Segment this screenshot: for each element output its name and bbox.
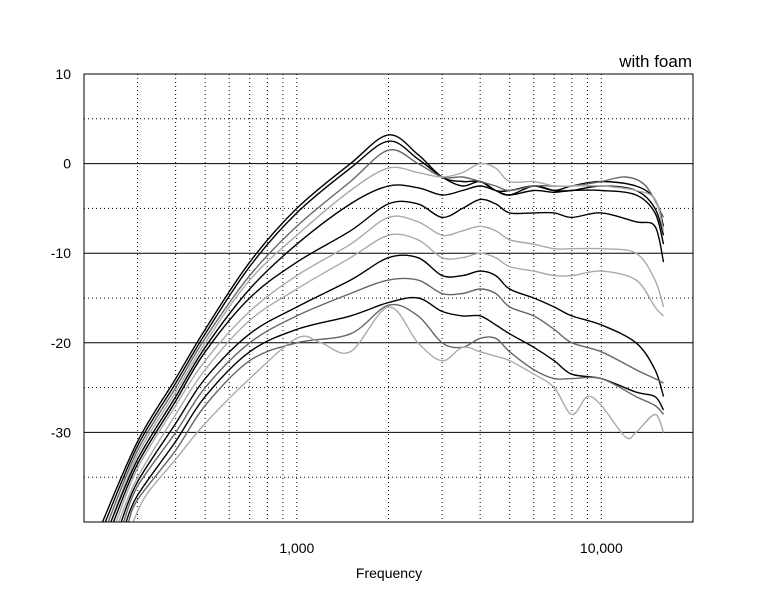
x-axis-title: Frequency <box>356 565 422 581</box>
series-line-5 <box>110 184 665 522</box>
series-line-10 <box>123 277 664 522</box>
y-tick-label: 0 <box>63 156 71 172</box>
series-line-9 <box>120 254 665 522</box>
chart-annotation: with foam <box>618 52 692 71</box>
series-group <box>101 134 665 522</box>
series-line-8 <box>118 233 665 522</box>
plot-frame <box>83 73 694 523</box>
y-tick-label: -20 <box>51 335 71 351</box>
series-line-4 <box>110 162 665 522</box>
y-tick-labels: 10 0 -10 -20 -30 <box>51 66 71 440</box>
series-line-2 <box>104 140 665 522</box>
series-line-13 <box>132 306 665 522</box>
x-tick-label: 10,000 <box>580 540 623 556</box>
series-line-7 <box>115 215 665 522</box>
y-tick-label: 10 <box>55 66 71 82</box>
series-line-1 <box>101 134 665 522</box>
x-tick-label: 1,000 <box>279 540 314 556</box>
series-line-6 <box>112 198 665 522</box>
y-tick-label: -10 <box>51 245 71 261</box>
y-tick-label: -30 <box>51 424 71 440</box>
series-line-3 <box>107 149 665 522</box>
x-tick-labels: 1,000 10,000 <box>279 540 623 556</box>
